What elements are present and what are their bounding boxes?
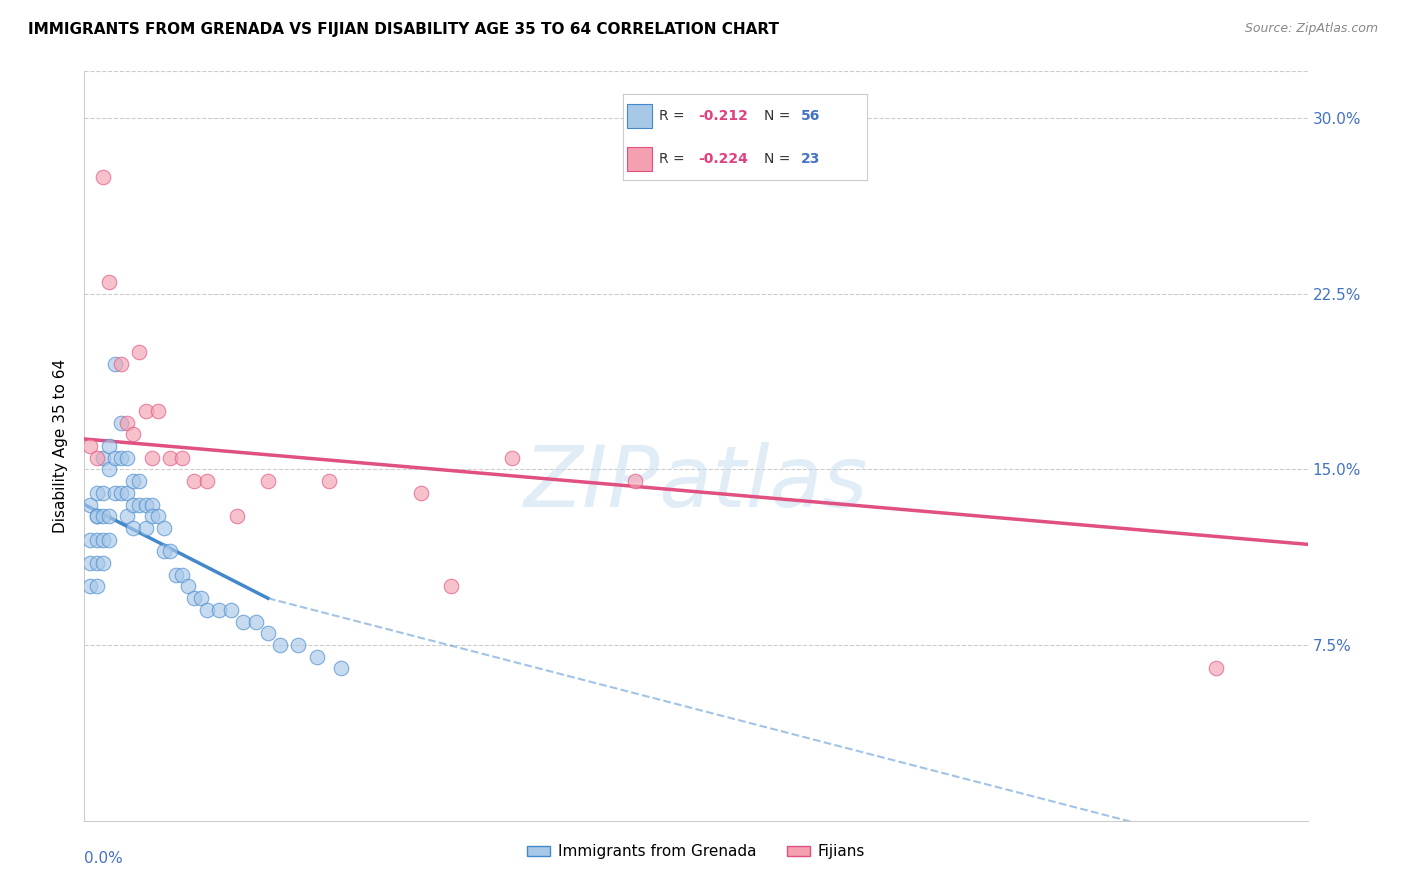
Point	[183, 591, 205, 606]
Point	[104, 357, 127, 371]
Point	[91, 485, 114, 500]
Point	[502, 450, 524, 465]
Point	[128, 498, 150, 512]
Point	[97, 275, 120, 289]
Point	[110, 485, 132, 500]
Text: Source: ZipAtlas.com: Source: ZipAtlas.com	[1244, 22, 1378, 36]
Point	[159, 450, 181, 465]
Point	[110, 450, 132, 465]
Point	[440, 580, 463, 594]
Point	[153, 521, 176, 535]
Point	[183, 474, 205, 488]
Point	[79, 580, 101, 594]
Point	[135, 521, 157, 535]
Point	[86, 556, 108, 570]
Point	[79, 533, 101, 547]
Point	[330, 661, 353, 675]
Point	[219, 603, 242, 617]
Point	[110, 357, 132, 371]
Point	[226, 509, 249, 524]
Point	[195, 474, 218, 488]
Point	[141, 450, 163, 465]
Point	[104, 485, 127, 500]
Legend: Immigrants from Grenada, Fijians: Immigrants from Grenada, Fijians	[522, 838, 870, 865]
Point	[177, 580, 200, 594]
Point	[104, 450, 127, 465]
Point	[79, 439, 101, 453]
Point	[257, 626, 280, 640]
Point	[141, 498, 163, 512]
Point	[305, 649, 328, 664]
Point	[86, 509, 108, 524]
Text: 0.0%: 0.0%	[84, 851, 124, 865]
Text: IMMIGRANTS FROM GRENADA VS FIJIAN DISABILITY AGE 35 TO 64 CORRELATION CHART: IMMIGRANTS FROM GRENADA VS FIJIAN DISABI…	[28, 22, 779, 37]
Point	[91, 533, 114, 547]
Point	[97, 439, 120, 453]
Point	[245, 615, 267, 629]
Point	[128, 345, 150, 359]
Point	[91, 169, 114, 184]
Point	[115, 485, 138, 500]
Point	[86, 533, 108, 547]
Point	[86, 450, 108, 465]
Point	[195, 603, 218, 617]
Point	[318, 474, 340, 488]
Point	[208, 603, 231, 617]
Point	[153, 544, 176, 558]
Point	[122, 427, 145, 442]
Point	[232, 615, 254, 629]
Point	[269, 638, 291, 652]
Point	[172, 450, 194, 465]
Point	[1205, 661, 1227, 675]
Point	[122, 521, 145, 535]
Point	[86, 485, 108, 500]
Point	[624, 474, 647, 488]
Point	[91, 556, 114, 570]
Point	[146, 509, 169, 524]
Point	[115, 450, 138, 465]
Point	[115, 416, 138, 430]
Point	[97, 533, 120, 547]
Point	[159, 544, 181, 558]
Point	[128, 474, 150, 488]
Point	[91, 450, 114, 465]
Point	[135, 404, 157, 418]
Point	[257, 474, 280, 488]
Point	[190, 591, 212, 606]
Y-axis label: Disability Age 35 to 64: Disability Age 35 to 64	[53, 359, 69, 533]
Point	[86, 580, 108, 594]
Point	[110, 416, 132, 430]
Text: ZIPatlas: ZIPatlas	[524, 442, 868, 525]
Point	[122, 474, 145, 488]
Point	[122, 498, 145, 512]
Point	[146, 404, 169, 418]
Point	[115, 509, 138, 524]
Point	[97, 509, 120, 524]
Point	[79, 498, 101, 512]
Point	[409, 485, 432, 500]
Point	[91, 509, 114, 524]
Point	[97, 462, 120, 476]
Point	[135, 498, 157, 512]
Point	[165, 567, 187, 582]
Point	[86, 509, 108, 524]
Point	[141, 509, 163, 524]
Point	[287, 638, 309, 652]
Point	[79, 556, 101, 570]
Point	[172, 567, 194, 582]
